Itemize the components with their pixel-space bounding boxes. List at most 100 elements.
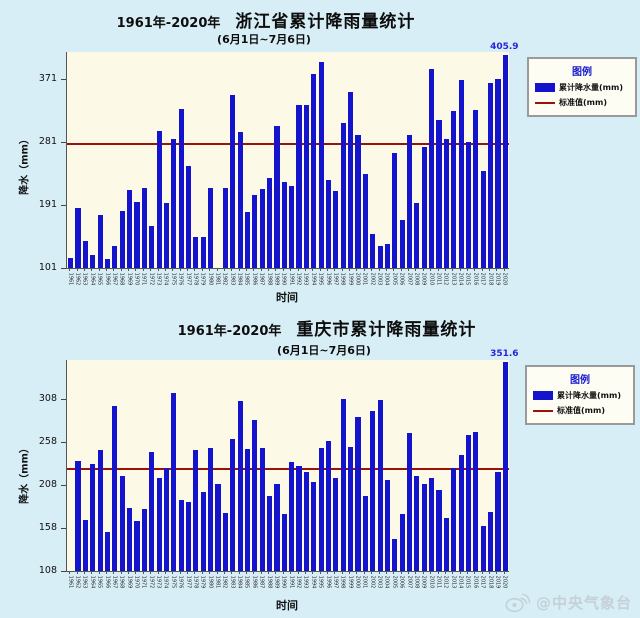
x-tick-mark (120, 268, 122, 271)
bar (141, 509, 147, 571)
x-tick-mark (150, 571, 152, 574)
x-tick-label: 2007 (406, 272, 413, 286)
x-tick-mark (437, 571, 439, 574)
x-tick-mark (275, 571, 277, 574)
x-tick-label: 1985 (243, 575, 250, 589)
bar (267, 496, 273, 571)
x-tick-mark (503, 571, 505, 574)
bar (370, 234, 376, 268)
x-tick-mark (378, 268, 380, 271)
y-tick-mark (61, 398, 66, 400)
x-tick-mark (349, 268, 351, 271)
watermark-handle: @中央气象台 (535, 593, 632, 612)
x-tick-label: 1994 (310, 575, 317, 589)
bar (134, 202, 140, 268)
bar (399, 513, 405, 571)
x-tick-mark (297, 571, 299, 574)
x-tick-mark (452, 268, 454, 271)
bar (340, 123, 346, 268)
bar (436, 490, 442, 571)
y-tick-mark (61, 570, 66, 572)
x-tick-label: 2001 (361, 272, 368, 286)
x-tick-label: 2000 (354, 575, 361, 589)
x-tick-mark (459, 268, 461, 271)
x-tick-mark (187, 571, 189, 574)
x-tick-mark (201, 571, 203, 574)
x-tick-label: 2010 (428, 272, 435, 286)
bar (443, 138, 449, 268)
bar (473, 110, 479, 268)
bar (90, 463, 96, 571)
chart2-title-main: 重庆市累计降雨量统计 (296, 320, 477, 340)
x-tick-label: 2011 (435, 272, 442, 286)
bar (75, 207, 81, 268)
x-tick-mark (157, 571, 159, 574)
x-tick-label: 2006 (398, 272, 405, 286)
x-tick-label: 1982 (221, 575, 228, 589)
x-tick-label: 2011 (435, 575, 442, 589)
x-tick-label: 1975 (170, 272, 177, 286)
x-tick-mark (341, 268, 343, 271)
x-tick-label: 1963 (81, 575, 88, 589)
x-tick-mark (194, 571, 196, 574)
x-tick-mark (415, 268, 417, 271)
x-tick-mark (135, 571, 137, 574)
bar (82, 519, 88, 571)
bar (119, 210, 125, 268)
bar (68, 258, 74, 268)
x-tick-mark (128, 571, 130, 574)
bar (421, 484, 427, 571)
standard-value-line (67, 467, 509, 470)
bar (480, 526, 486, 571)
x-tick-label: 1972 (148, 272, 155, 286)
x-tick-mark (437, 268, 439, 271)
bar (222, 512, 228, 571)
bar (259, 448, 265, 571)
bar (414, 475, 420, 571)
bar (384, 244, 391, 268)
x-tick-mark (76, 268, 78, 271)
x-tick-label: 1998 (339, 575, 346, 589)
x-tick-mark (459, 571, 461, 574)
chart1-subtitle: (6月1日~7月6日) (217, 33, 311, 46)
x-tick-mark (408, 571, 410, 574)
bar (104, 531, 111, 571)
x-tick-mark (253, 571, 255, 574)
legend-item-precip: 累计降水量(mm) (533, 390, 627, 401)
x-tick-mark (209, 268, 211, 271)
y-tick-label: 208 (38, 479, 57, 491)
chart1-x-axis-label: 时间 (276, 291, 298, 304)
bar (252, 195, 258, 268)
x-tick-label: 1966 (104, 272, 111, 286)
chart1-legend: 图例 累计降水量(mm) 标准值(mm) (527, 57, 637, 117)
x-tick-label: 2020 (501, 575, 508, 589)
x-tick-label: 1977 (185, 575, 192, 589)
bar (377, 400, 383, 571)
x-tick-label: 2009 (420, 272, 427, 286)
legend-item-label: 累计降水量(mm) (557, 391, 621, 400)
x-tick-label: 1995 (317, 272, 324, 286)
legend-bar-swatch (533, 391, 553, 400)
x-tick-mark (106, 571, 108, 574)
x-tick-label: 2002 (369, 575, 376, 589)
x-tick-mark (76, 571, 78, 574)
x-tick-label: 1991 (288, 575, 295, 589)
x-tick-label: 1989 (273, 575, 280, 589)
bar (399, 220, 405, 268)
chart2-title: 1961年-2020年 重庆市累计降雨量统计 (178, 315, 477, 340)
x-tick-label: 2017 (479, 575, 486, 589)
y-tick-mark (61, 204, 66, 206)
x-tick-mark (150, 268, 152, 271)
x-tick-label: 2019 (494, 272, 501, 286)
y-tick-mark (61, 441, 66, 443)
bar (274, 126, 280, 268)
x-tick-mark (260, 268, 262, 271)
bar (429, 69, 435, 268)
x-tick-mark (245, 571, 247, 574)
y-tick-mark (61, 141, 66, 143)
x-tick-mark (135, 268, 137, 271)
x-tick-mark (474, 268, 476, 271)
x-tick-label: 1990 (280, 272, 287, 286)
legend-item-precip: 累计降水量(mm) (535, 82, 629, 93)
